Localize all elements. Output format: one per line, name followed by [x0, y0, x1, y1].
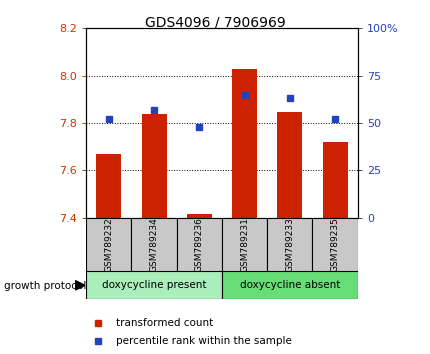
- Polygon shape: [75, 281, 85, 290]
- Text: growth protocol: growth protocol: [4, 281, 86, 291]
- Text: GSM789234: GSM789234: [149, 217, 158, 272]
- Bar: [86, 271, 221, 299]
- Bar: [176, 218, 221, 271]
- Bar: [187, 214, 211, 218]
- Bar: [141, 114, 166, 218]
- Text: doxycycline present: doxycycline present: [101, 280, 206, 290]
- Bar: [96, 154, 121, 218]
- Text: GSM789236: GSM789236: [194, 217, 203, 272]
- Text: GSM789232: GSM789232: [104, 217, 113, 272]
- Bar: [312, 218, 357, 271]
- Bar: [322, 142, 347, 218]
- Bar: [221, 218, 267, 271]
- Bar: [232, 69, 256, 218]
- Text: percentile rank within the sample: percentile rank within the sample: [115, 336, 291, 346]
- Bar: [277, 112, 301, 218]
- Bar: [86, 218, 131, 271]
- Text: GDS4096 / 7906969: GDS4096 / 7906969: [145, 16, 285, 30]
- Text: GSM789231: GSM789231: [240, 217, 249, 272]
- Text: GSM789233: GSM789233: [285, 217, 294, 272]
- Text: transformed count: transformed count: [115, 318, 212, 328]
- Bar: [131, 218, 176, 271]
- Text: GSM789235: GSM789235: [330, 217, 339, 272]
- Bar: [267, 218, 312, 271]
- Text: doxycycline absent: doxycycline absent: [239, 280, 339, 290]
- Bar: [221, 271, 357, 299]
